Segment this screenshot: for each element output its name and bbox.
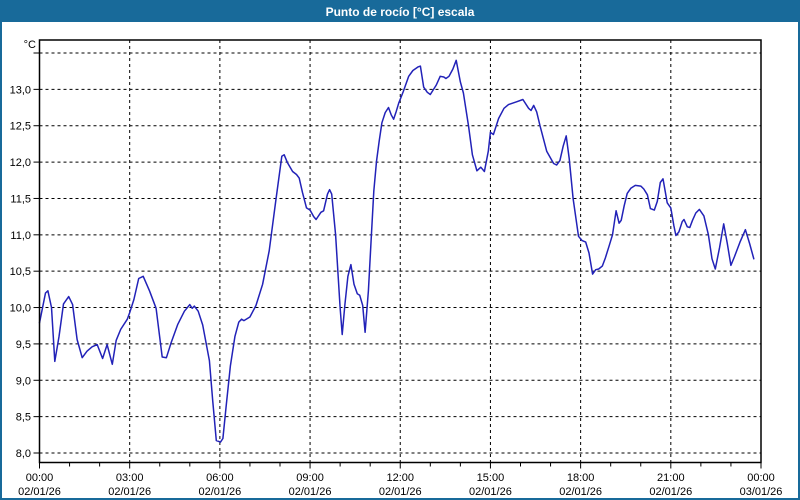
plot-frame [38,39,762,464]
x-date-label: 02/01/26 [108,486,151,498]
y-tick-label: 10,5 [10,266,31,278]
x-date-label: 02/01/26 [289,486,332,498]
x-date-label: 02/01/26 [379,486,422,498]
chart-canvas: 13,0 12,5 12,0 11,5 11,0 10,5 10,0 9,5 9,0 8,5 8,0… [10,39,783,498]
y-tick-label: 9,5 [16,339,31,351]
y-tick-label: 8,0 [16,448,31,460]
x-time-label: 21:00 [657,472,685,484]
x-date-label: 02/01/26 [18,486,61,498]
x-ticks [39,462,762,469]
y-tick-label: 10,0 [10,303,31,315]
x-date-label: 03/01/26 [740,486,783,498]
x-date-label: 02/01/26 [559,486,602,498]
gridlines [33,40,761,463]
y-tick-label: 9,0 [16,375,31,387]
y-tick-label: 13,0 [10,84,31,96]
x-time-label: 12:00 [386,472,414,484]
y-axis-labels: 13,0 12,5 12,0 11,5 11,0 10,5 10,0 9,5 9,0 8,5 8,0… [10,39,36,460]
y-tick-label: 11,0 [10,230,31,242]
x-date-label: 02/01/26 [649,486,692,498]
y-tick-label: 12,0 [10,157,31,169]
x-time-label: 00:00 [26,472,54,484]
x-time-label: 03:00 [116,472,144,484]
title-bar: Punto de rocío [°C] escala [2,2,798,22]
x-axis-labels: 00:00 02/01/26 03:00 02/01/26 06:00 02/01/26 0… [18,472,782,498]
y-tick-label: 11,5 [10,193,31,205]
y-unit-label: °C [24,39,36,51]
x-time-label: 18:00 [567,472,595,484]
x-time-label: 09:00 [296,472,324,484]
x-time-label: 00:00 [747,472,775,484]
y-tick-label: 8,5 [16,412,31,424]
x-time-label: 15:00 [477,472,505,484]
chart-title: Punto de rocío [°C] escala [325,5,475,19]
dewpoint-line [38,59,755,443]
x-time-label: 06:00 [206,472,234,484]
y-tick-label: 12,5 [10,121,31,133]
x-date-label: 02/01/26 [198,486,241,498]
x-date-label: 02/01/26 [469,486,512,498]
